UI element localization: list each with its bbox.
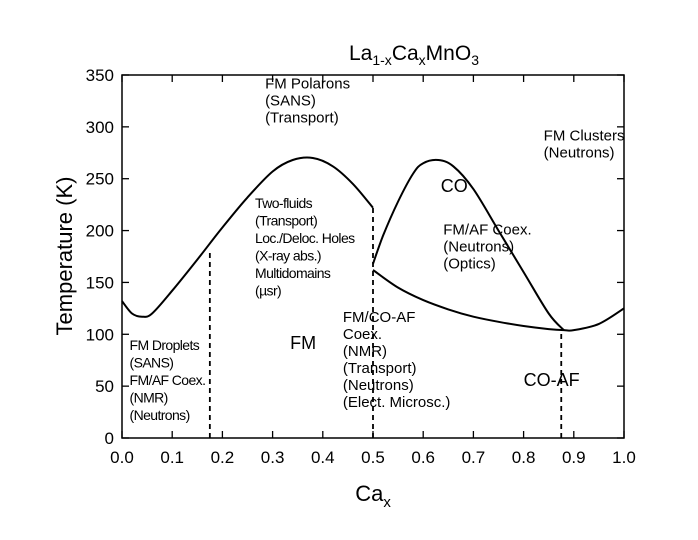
region-label: CO [441,176,468,196]
region-label-line: (NMR) [343,343,387,360]
region-label: FM Clusters (Neutrons) [544,127,625,161]
phase-boundary-curve [372,158,565,331]
title-mid: Ca [392,42,419,65]
y-tick-label: 100 [86,325,114,344]
x-tick-label: 0.2 [211,448,235,467]
region-label-line: (Neutrons) [544,144,615,161]
region-label-line: (Transport) [265,109,339,126]
y-tick-label: 350 [86,66,114,85]
region-label-line: FM/CO-AF [343,309,416,326]
region-label-line: (Elect. Microsc.) [343,394,451,411]
region-label-line: (Transport) [255,212,317,228]
phase-boundary-curve [121,156,374,318]
dashed-phase-boundaries [208,207,563,438]
title-base: La [349,42,373,65]
x-tick-label: 0.5 [361,448,385,467]
region-label-line: Multidomains [255,265,331,281]
axis-ticks: 0.0 0.1 0.2 0.3 0.4 0.5 0.6 0.7 0.8 0.9 1.0 0 50 100 1… [86,66,636,467]
region-label: FM Droplets (SANS) FM/AF Coex. (NMR) (Neutro… [130,337,206,423]
region-label-line: (Neutrons) [130,407,190,423]
region-label-line: (SANS) [265,92,316,109]
region-label-line: (Neutrons) [443,239,514,256]
y-tick-label: 250 [86,170,114,189]
region-label-line: FM/AF Coex. [130,372,206,388]
region-label-line: (NMR) [130,389,168,405]
y-tick-label: 200 [86,222,114,241]
region-label-line: Coex. [343,326,382,343]
y-tick-label: 300 [86,118,114,137]
title-sub3: 3 [471,52,479,68]
region-label-line: FM/AF Coex. [443,222,531,239]
y-tick-label: 150 [86,273,114,292]
region-label-line: FM Polarons [265,75,350,92]
chart-title: La1-xCaxMnO3 [349,42,479,68]
region-label-line: (µsr) [255,282,281,298]
region-label-line: CO [441,176,468,196]
region-label-line: FM Clusters [544,127,625,144]
region-annotations: FM Polarons (SANS) (Transport)FM Clusters(… [130,75,625,422]
title-sub2: x [419,52,426,68]
region-label-line: (X-ray abs.) [255,247,321,263]
y-axis-title: Temperature (K) [52,177,77,336]
region-label: FM Polarons (SANS) (Transport) [265,75,350,126]
phase-boundary-curve [372,269,625,332]
title-end: MnO [426,42,472,65]
region-label-line: Two-fluids [255,195,313,211]
x-axis-title: Cax [355,481,391,511]
region-label-line: FM [290,333,316,353]
region-label-line: FM Droplets [130,337,200,353]
region-label-line: (Optics) [443,256,496,273]
xlabel-sub: x [383,494,391,511]
x-tick-label: 0.1 [160,448,184,467]
xlabel-base: Ca [355,481,384,506]
region-label-line: Loc./Deloc. Holes [255,230,355,246]
region-label: Two-fluids (Transport) Loc./Deloc. Holes (X… [255,195,355,298]
x-tick-label: 0.6 [411,448,435,467]
y-tick-label: 50 [95,377,114,396]
region-label: FM/AF Coex. (Neutrons) (Optics) [443,222,531,273]
title-sub1: 1-x [372,52,391,68]
x-tick-label: 0.4 [311,448,335,467]
region-label: CO-AF [524,370,580,390]
region-label-line: (Neutrons) [343,377,414,394]
region-label-line: (SANS) [130,354,174,370]
region-label-line: (Transport) [343,360,417,377]
region-label-line: CO-AF [524,370,580,390]
x-tick-label: 0.3 [261,448,285,467]
region-label: FM [290,333,316,353]
phase-boundary-curves [121,156,625,332]
y-tick-label: 0 [105,429,114,448]
x-tick-label: 0.8 [512,448,536,467]
x-tick-label: 0.0 [110,448,134,467]
region-label: FM/CO-AF Coex. (NMR) (Transport) (Neutrons)(… [343,309,451,411]
x-tick-label: 0.7 [462,448,486,467]
x-tick-label: 1.0 [612,448,636,467]
x-tick-label: 0.9 [562,448,586,467]
